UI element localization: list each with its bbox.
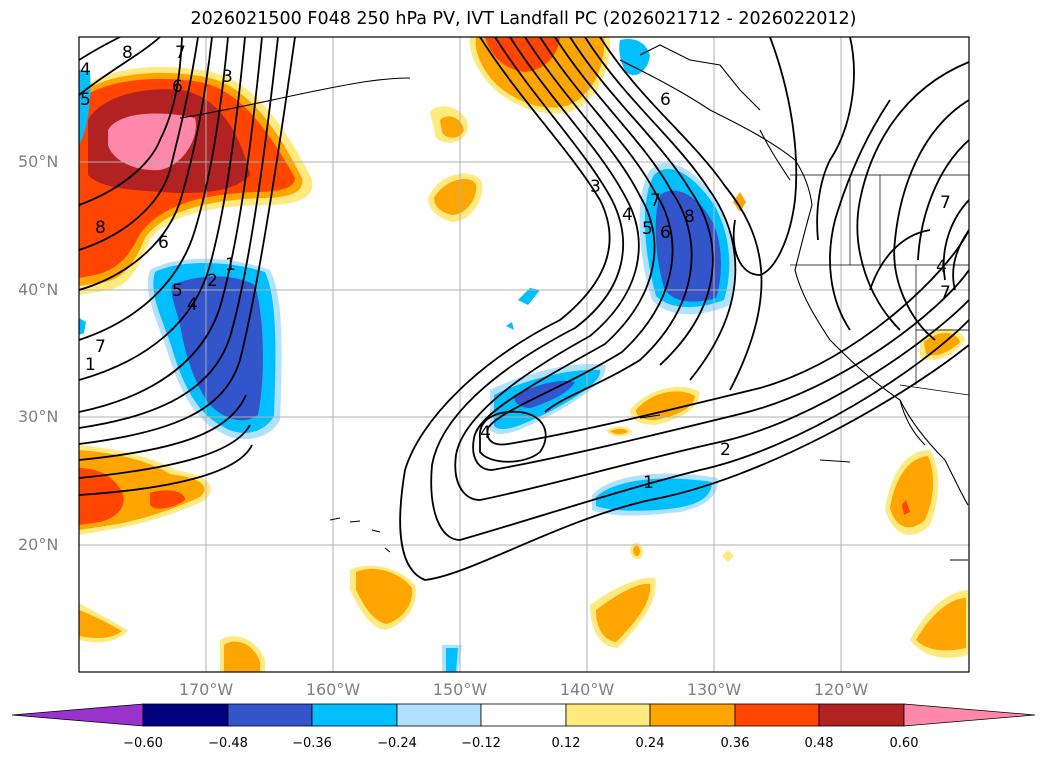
colorbar-tick-label: −0.48: [208, 736, 248, 751]
lon-label: 140°W: [559, 680, 615, 699]
contour-label: 5: [642, 219, 653, 239]
lon-label: 160°W: [305, 680, 361, 699]
contour-label: 8: [684, 207, 695, 227]
coastlines: [179, 44, 969, 561]
colorbar-tick-label: 0.12: [551, 736, 581, 751]
contour-label: 7: [95, 337, 106, 357]
map-frame: [78, 36, 970, 673]
contour-label: 6: [660, 223, 671, 243]
contour-labels: 8 7 6 3 5 4 6 1 2 5 4 8 7 1 3 4 5 6 7 8 …: [80, 43, 951, 493]
pv-anomaly-small-patches: [79, 38, 968, 672]
contour-label: 6: [660, 90, 671, 110]
contour-label: 8: [95, 218, 106, 238]
contour-label: 7: [940, 283, 951, 303]
colorbar-bin: [565, 703, 651, 727]
colorbar-bin: [649, 703, 736, 727]
contour-label: 3: [222, 67, 233, 87]
contour-label: 7: [175, 43, 186, 63]
lat-label: 50°N: [18, 152, 59, 171]
pv-anomaly-north-positive: [469, 37, 611, 114]
contour-label: 6: [158, 233, 169, 253]
contour-label: 4: [936, 257, 947, 277]
contour-label: 7: [650, 191, 661, 211]
contour-label: 4: [187, 295, 198, 315]
colorbar-bin: [311, 703, 398, 727]
contour-label: 1: [85, 355, 96, 375]
lat-label: 30°N: [18, 407, 59, 426]
colorbar-tick-label: 0.48: [804, 736, 834, 751]
contour-label: 2: [720, 440, 731, 460]
lon-label: 130°W: [686, 680, 742, 699]
lon-label: 170°W: [178, 680, 234, 699]
contour-label: 5: [80, 90, 91, 110]
colorbar-bin: [227, 703, 313, 727]
colorbar-tick-label: 0.60: [889, 736, 919, 751]
colorbar-tick-label: 0.24: [635, 736, 665, 751]
contour-label: 1: [225, 255, 236, 275]
map-title: 2026021500 F048 250 hPa PV, IVT Landfall…: [190, 9, 857, 29]
contour-label: 7: [940, 193, 951, 213]
colorbar-bin: [818, 703, 905, 727]
contour-label: 4: [480, 423, 491, 443]
colorbar-bin: [142, 703, 229, 727]
ivt-contours: [79, 37, 969, 581]
lon-label: 150°W: [432, 680, 488, 699]
colorbar-tick-label: 0.36: [720, 736, 750, 751]
contour-label: 1: [643, 473, 654, 493]
lat-label: 40°N: [18, 280, 59, 299]
contour-label: 4: [80, 60, 91, 80]
colorbar-bin: [396, 703, 482, 727]
colorbar-bin: [734, 703, 820, 727]
lat-label: 20°N: [18, 535, 59, 554]
contour-label: 5: [172, 281, 183, 301]
contour-label: 3: [590, 177, 601, 197]
political-borders: [790, 174, 969, 396]
pv-anomaly-sw-positive: [79, 445, 211, 535]
contour-label: 8: [122, 43, 133, 63]
colorbar-tick-label: −0.60: [123, 736, 163, 751]
colorbar-min-extension: [11, 703, 144, 727]
colorbar-tick-label: −0.36: [292, 736, 332, 751]
colorbar-tick-label: −0.24: [377, 736, 417, 751]
contour-label: 4: [622, 205, 633, 225]
colorbar-bin: [480, 703, 567, 727]
colorbar: [11, 703, 1036, 727]
colorbar-max-extension: [903, 703, 1036, 727]
colorbar-tick-label: −0.12: [461, 736, 501, 751]
lon-label: 120°W: [813, 680, 869, 699]
contour-label: 6: [172, 77, 183, 97]
contour-label: 2: [207, 271, 218, 291]
